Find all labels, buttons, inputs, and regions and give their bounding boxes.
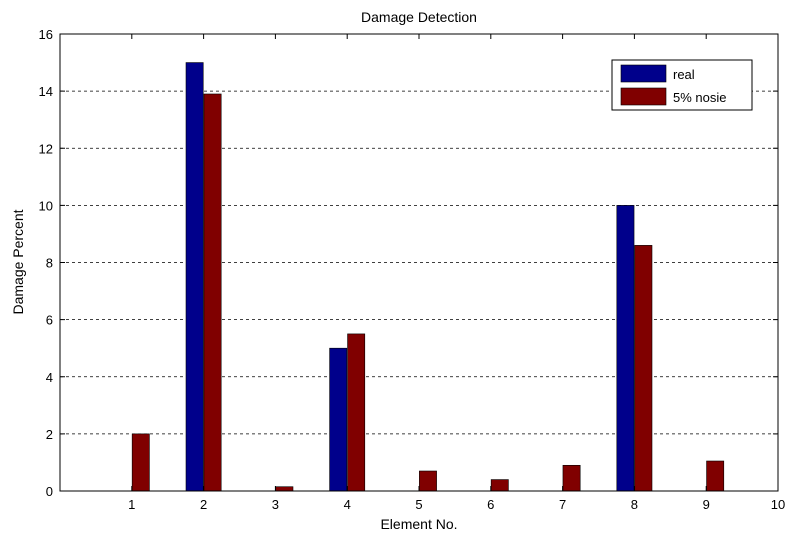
x-tick-label-2: 2 xyxy=(200,497,207,512)
y-axis-label: Damage Percent xyxy=(10,209,26,314)
bar-noise-element-5 xyxy=(419,470,437,492)
y-tick-label-10: 10 xyxy=(39,198,53,213)
bar-noise-element-3 xyxy=(275,486,294,492)
y-tick-label-6: 6 xyxy=(46,313,53,328)
bar-noise-element-6 xyxy=(490,479,509,492)
bar-noise-element-2 xyxy=(203,93,222,492)
chart-title: Damage Detection xyxy=(361,9,477,25)
x-tick-label-8: 8 xyxy=(631,497,638,512)
bar-real-element-4 xyxy=(329,347,348,492)
y-tick-label-14: 14 xyxy=(39,84,53,99)
y-tick-label-8: 8 xyxy=(46,256,53,271)
x-tick-label-7: 7 xyxy=(559,497,566,512)
x-tick-label-5: 5 xyxy=(415,497,422,512)
legend-label-noise: 5% nosie xyxy=(673,90,726,105)
bar-noise-element-7 xyxy=(562,464,581,492)
y-tick-label-16: 16 xyxy=(39,27,53,42)
legend-swatch-noise xyxy=(620,87,667,106)
x-tick-label-4: 4 xyxy=(344,497,351,512)
bar-noise-element-8 xyxy=(634,245,653,492)
y-tick-label-4: 4 xyxy=(46,370,53,385)
y-tick-label-0: 0 xyxy=(46,484,53,499)
legend-swatch-real xyxy=(620,64,667,83)
bar-real-element-2 xyxy=(185,62,204,492)
x-axis-label: Element No. xyxy=(380,516,457,532)
bar-real-element-8 xyxy=(616,205,635,492)
bar-noise-element-9 xyxy=(706,460,725,492)
legend: real 5% nosie xyxy=(611,59,753,111)
bar-noise-element-1 xyxy=(131,433,150,492)
y-tick-label-2: 2 xyxy=(46,427,53,442)
legend-label-real: real xyxy=(673,67,695,82)
x-tick-label-1: 1 xyxy=(128,497,135,512)
x-tick-label-9: 9 xyxy=(703,497,710,512)
y-tick-label-12: 12 xyxy=(39,141,53,156)
x-tick-label-6: 6 xyxy=(487,497,494,512)
bar-noise-element-4 xyxy=(347,333,366,492)
bars xyxy=(131,62,725,492)
x-tick-label-3: 3 xyxy=(272,497,279,512)
x-tick-label-10: 10 xyxy=(771,497,785,512)
